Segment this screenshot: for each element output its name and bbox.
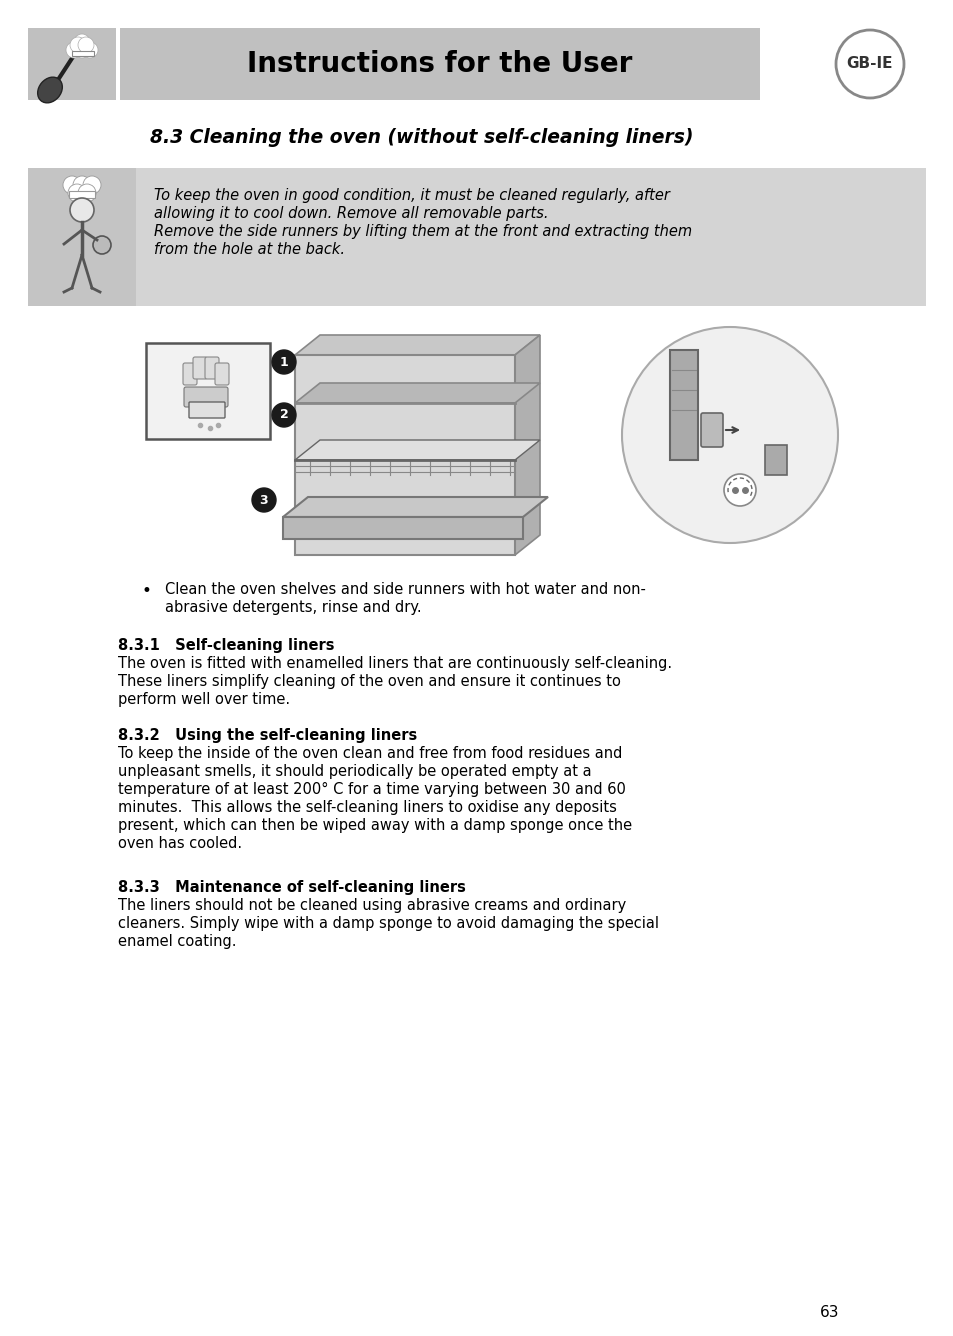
Text: 3: 3 (259, 493, 268, 506)
Polygon shape (294, 440, 539, 460)
Circle shape (835, 29, 903, 98)
Text: 8.3.1   Self-cleaning liners: 8.3.1 Self-cleaning liners (118, 639, 335, 653)
FancyBboxPatch shape (669, 350, 698, 460)
Circle shape (252, 488, 275, 512)
FancyBboxPatch shape (700, 413, 722, 448)
Text: Instructions for the User: Instructions for the User (247, 49, 632, 77)
Text: These liners simplify cleaning of the oven and ensure it continues to: These liners simplify cleaning of the ov… (118, 673, 620, 689)
Circle shape (272, 403, 295, 428)
FancyBboxPatch shape (193, 357, 207, 379)
FancyBboxPatch shape (69, 191, 95, 198)
FancyBboxPatch shape (184, 387, 228, 407)
Text: abrasive detergents, rinse and dry.: abrasive detergents, rinse and dry. (165, 600, 421, 615)
Circle shape (78, 184, 96, 202)
Circle shape (92, 236, 111, 254)
FancyBboxPatch shape (764, 445, 786, 476)
Circle shape (78, 37, 94, 53)
Text: 1: 1 (279, 355, 288, 369)
Text: allowing it to cool down. Remove all removable parts.: allowing it to cool down. Remove all rem… (153, 206, 548, 220)
Text: •: • (142, 582, 152, 600)
Text: present, which can then be wiped away with a damp sponge once the: present, which can then be wiped away wi… (118, 818, 632, 834)
Polygon shape (294, 355, 515, 554)
Text: 8.3.3   Maintenance of self-cleaning liners: 8.3.3 Maintenance of self-cleaning liner… (118, 880, 465, 895)
Text: 2: 2 (279, 409, 288, 421)
Text: The oven is fitted with enamelled liners that are continuously self-cleaning.: The oven is fitted with enamelled liners… (118, 656, 672, 671)
Circle shape (74, 41, 90, 57)
Text: temperature of at least 200° C for a time varying between 30 and 60: temperature of at least 200° C for a tim… (118, 782, 625, 798)
Polygon shape (283, 497, 547, 517)
Circle shape (66, 41, 82, 57)
Text: The liners should not be cleaned using abrasive creams and ordinary: The liners should not be cleaned using a… (118, 898, 625, 912)
Ellipse shape (37, 77, 62, 103)
FancyBboxPatch shape (28, 168, 925, 306)
Text: GB-IE: GB-IE (846, 56, 892, 72)
FancyBboxPatch shape (120, 28, 760, 100)
Text: perform well over time.: perform well over time. (118, 692, 290, 707)
Circle shape (70, 198, 94, 222)
FancyBboxPatch shape (28, 168, 136, 306)
Text: unpleasant smells, it should periodically be operated empty at a: unpleasant smells, it should periodicall… (118, 764, 591, 779)
Text: 8.3 Cleaning the oven (without self-cleaning liners): 8.3 Cleaning the oven (without self-clea… (150, 128, 693, 147)
FancyBboxPatch shape (205, 357, 219, 379)
Circle shape (723, 474, 755, 506)
Circle shape (83, 176, 101, 194)
FancyBboxPatch shape (183, 363, 196, 385)
Text: oven has cooled.: oven has cooled. (118, 836, 242, 851)
FancyBboxPatch shape (146, 343, 270, 440)
Text: Remove the side runners by lifting them at the front and extracting them: Remove the side runners by lifting them … (153, 224, 691, 239)
Polygon shape (515, 335, 539, 554)
Polygon shape (294, 383, 539, 403)
Text: enamel coating.: enamel coating. (118, 934, 236, 949)
Polygon shape (283, 517, 522, 538)
Text: from the hole at the back.: from the hole at the back. (153, 242, 345, 257)
Circle shape (70, 37, 86, 53)
Circle shape (73, 176, 91, 194)
Text: 63: 63 (820, 1305, 839, 1320)
FancyBboxPatch shape (28, 28, 116, 100)
Circle shape (74, 33, 90, 49)
FancyBboxPatch shape (71, 51, 94, 56)
Circle shape (272, 350, 295, 374)
Text: To keep the inside of the oven clean and free from food residues and: To keep the inside of the oven clean and… (118, 745, 621, 762)
Circle shape (82, 41, 98, 57)
Polygon shape (294, 335, 539, 355)
Circle shape (68, 184, 86, 202)
Text: 8.3.2   Using the self-cleaning liners: 8.3.2 Using the self-cleaning liners (118, 728, 416, 743)
Text: To keep the oven in good condition, it must be cleaned regularly, after: To keep the oven in good condition, it m… (153, 188, 669, 203)
Text: cleaners. Simply wipe with a damp sponge to avoid damaging the special: cleaners. Simply wipe with a damp sponge… (118, 916, 659, 931)
Circle shape (621, 327, 837, 542)
FancyBboxPatch shape (189, 402, 225, 418)
Text: Clean the oven shelves and side runners with hot water and non-: Clean the oven shelves and side runners … (165, 582, 645, 597)
Circle shape (63, 176, 81, 194)
Text: minutes.  This allows the self-cleaning liners to oxidise any deposits: minutes. This allows the self-cleaning l… (118, 800, 617, 815)
FancyBboxPatch shape (214, 363, 229, 385)
